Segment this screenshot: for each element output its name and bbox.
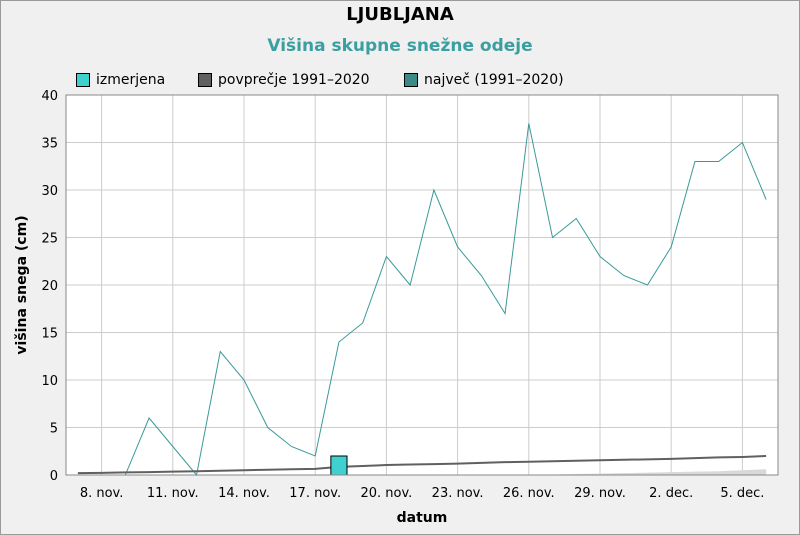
y-tick-label: 10 bbox=[41, 374, 58, 389]
legend-item-average: povprečje 1991–2020 bbox=[198, 72, 370, 88]
x-tick-label: 26. nov. bbox=[503, 486, 555, 501]
y-tick-label: 35 bbox=[41, 137, 58, 152]
plot-border bbox=[65, 94, 779, 476]
legend-label-max: največ (1991–2020) bbox=[424, 72, 564, 88]
legend-item-measured: izmerjena bbox=[76, 72, 165, 88]
average-series-line bbox=[77, 455, 767, 475]
legend-swatch-measured bbox=[76, 73, 90, 87]
chart-subtitle: Višina skupne snežne odeje bbox=[267, 36, 533, 56]
x-tick-label: 14. nov. bbox=[218, 486, 270, 501]
legend-label-measured: izmerjena bbox=[96, 72, 166, 88]
measured-bar bbox=[330, 455, 348, 476]
chart-title: LJUBLJANA bbox=[346, 4, 454, 25]
y-tick-label: 25 bbox=[41, 232, 58, 247]
x-tick-label: 29. nov. bbox=[574, 486, 626, 501]
y-tick-label: 40 bbox=[41, 89, 58, 104]
legend-label-average: povprečje 1991–2020 bbox=[218, 72, 370, 88]
x-tick-label: 8. nov. bbox=[80, 486, 124, 501]
y-tick-label: 5 bbox=[50, 422, 58, 437]
y-tick-label: 30 bbox=[41, 184, 58, 199]
x-axis-title: datum bbox=[397, 510, 448, 526]
y-tick-label: 0 bbox=[50, 469, 58, 484]
legend-swatch-average bbox=[198, 73, 212, 87]
y-tick-label: 15 bbox=[41, 327, 58, 342]
max-series-line bbox=[77, 123, 767, 477]
y-tick-label: 20 bbox=[41, 279, 58, 294]
x-tick-label: 23. nov. bbox=[432, 486, 484, 501]
x-tick-label: 2. dec. bbox=[649, 486, 693, 501]
y-axis-title: višina snega (cm) bbox=[14, 215, 30, 354]
x-tick-label: 17. nov. bbox=[289, 486, 341, 501]
x-tick-label: 20. nov. bbox=[360, 486, 412, 501]
minimum-band-area bbox=[77, 469, 767, 475]
x-tick-label: 5. dec. bbox=[720, 486, 764, 501]
legend-item-max: največ (1991–2020) bbox=[404, 72, 564, 88]
x-tick-label: 11. nov. bbox=[147, 486, 199, 501]
legend-swatch-max bbox=[404, 73, 418, 87]
